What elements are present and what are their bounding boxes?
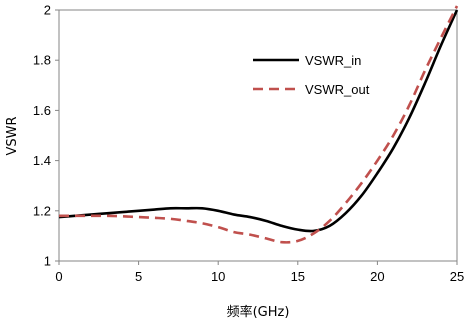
series-line-vswr-out <box>58 5 459 244</box>
legend-label: VSWR_out <box>305 82 370 97</box>
x-tick-label: 25 <box>450 269 464 284</box>
legend-label: VSWR_in <box>305 53 361 68</box>
x-tick-label: 0 <box>55 269 62 284</box>
series-line-vswr-in <box>58 9 459 233</box>
plot-area <box>58 9 458 262</box>
y-tick-label: 1.8 <box>33 53 51 68</box>
x-tick-label: 20 <box>370 269 384 284</box>
x-tick-label: 5 <box>135 269 142 284</box>
y-tick-label: 1.4 <box>33 153 51 168</box>
y-tick-label: 1.2 <box>33 203 51 218</box>
x-tick-label: 10 <box>211 269 225 284</box>
y-tick-label: 1 <box>44 254 51 269</box>
x-tick-label: 15 <box>291 269 305 284</box>
y-tick-label: 1.6 <box>33 103 51 118</box>
y-axis-title: VSWR <box>5 116 20 155</box>
x-axis-title: 频率(GHz) <box>227 304 290 320</box>
y-tick-label: 2 <box>44 3 51 18</box>
